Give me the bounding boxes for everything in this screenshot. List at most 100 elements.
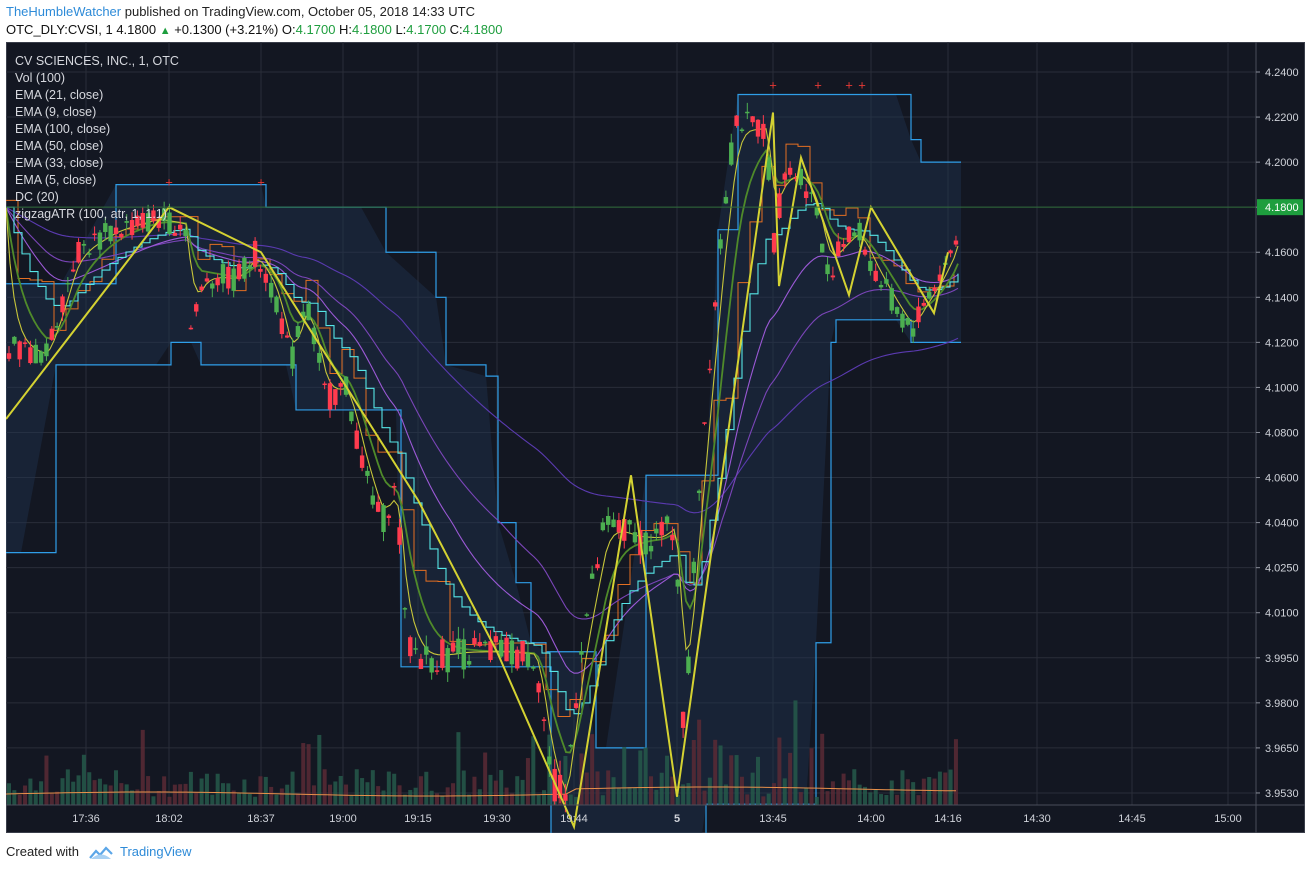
low-value: 4.1700 (406, 22, 447, 37)
legend-title[interactable]: CV SCIENCES, INC., 1, OTC (15, 54, 179, 68)
candle-body (290, 346, 295, 369)
volume-bar (590, 734, 595, 805)
volume-bar (504, 787, 509, 805)
legend-ema9[interactable]: EMA (9, close) (15, 105, 97, 119)
volume-bar (247, 793, 252, 805)
candle-body (948, 250, 953, 254)
candle-body (402, 608, 408, 610)
volume-bar (707, 777, 712, 805)
volume-bar (162, 776, 167, 805)
time-tick-label: 19:15 (404, 813, 432, 825)
volume-bar (493, 780, 498, 805)
price-tick-label: 4.2200 (1265, 112, 1299, 124)
candle-body (873, 270, 878, 281)
volume-bar (130, 790, 135, 805)
up-triangle-icon: ▲ (159, 25, 171, 37)
candle-body (927, 291, 932, 299)
candle-body (413, 648, 418, 650)
ema33-line (6, 206, 959, 674)
last-price-label: 4.1800 (1265, 202, 1299, 214)
volume-bar (338, 775, 343, 805)
candle-body (194, 304, 199, 312)
candle-body (862, 249, 868, 255)
zigzag-line (6, 112, 949, 831)
candle-body (295, 326, 301, 337)
volume-bar (397, 785, 402, 805)
candle-body (440, 639, 445, 668)
tradingview-link[interactable]: TradingView (120, 844, 192, 859)
candle-body (145, 213, 151, 232)
volume-bar (643, 747, 648, 805)
volume-bar (756, 756, 760, 805)
candle-body (482, 641, 488, 644)
candle-body (354, 430, 359, 449)
candle-body (258, 269, 263, 272)
candle-body (515, 649, 520, 669)
candle-body (525, 653, 531, 667)
legend-ema50[interactable]: EMA (50, close) (15, 139, 104, 153)
last-value: 4.1800 (116, 22, 157, 37)
legend-ema5[interactable]: EMA (5, close) (15, 173, 97, 187)
volume-bar (44, 755, 49, 805)
volume-bar (702, 790, 707, 805)
volume-bar (761, 796, 766, 805)
volume-bar (33, 790, 38, 805)
volume-bar (777, 737, 782, 805)
candle-body (49, 328, 54, 340)
candle-body (820, 243, 825, 253)
candle-body (509, 640, 515, 665)
volume-bar (943, 772, 948, 805)
candle-body (696, 490, 702, 494)
volume-bar (723, 784, 728, 805)
author-link[interactable]: TheHumbleWatcher (6, 4, 122, 19)
volume-bar (151, 796, 156, 805)
legend-volume[interactable]: Vol (100) (15, 71, 66, 85)
volume-bar (119, 783, 124, 805)
price-tick-label: 3.9800 (1265, 698, 1299, 710)
candle-body (236, 263, 242, 280)
volume-bar (745, 794, 750, 805)
volume-bar (622, 747, 627, 805)
volume-bar (857, 784, 862, 805)
price-chart[interactable]: + + + + + +4.2400 4.2200 4.2000 4.1800 4.1600 4.14… (6, 42, 1305, 833)
candle-body (889, 288, 894, 311)
volume-bar (937, 771, 942, 805)
time-tick-label: 13:45 (759, 813, 787, 825)
high-value: 4.1800 (352, 22, 392, 37)
legend-ema33[interactable]: EMA (33, close) (15, 156, 104, 170)
candle-body (113, 227, 119, 235)
volume-bar (927, 777, 932, 805)
candle-body (739, 129, 745, 131)
volume-bar (418, 776, 423, 805)
volume-bar (285, 784, 290, 805)
candle-body (953, 240, 959, 245)
chart-panel[interactable] (6, 42, 1305, 833)
candle-body (375, 501, 381, 512)
volume-bar (237, 793, 242, 805)
volume-bar (295, 793, 300, 805)
volume-bar (953, 739, 958, 805)
volume-bar (178, 784, 183, 805)
candle-body (894, 307, 900, 314)
volume-bar (574, 796, 579, 805)
volume-bar (830, 781, 835, 805)
candle-body (595, 564, 600, 569)
time-tick-label: 19:44 (560, 813, 588, 825)
volume-bar (563, 755, 568, 805)
legend-dc[interactable]: DC (20) (15, 190, 59, 204)
candle-body (231, 268, 236, 291)
volume-bar (424, 771, 429, 805)
volume-bar (863, 786, 867, 805)
legend-ema21[interactable]: EMA (21, close) (15, 88, 104, 102)
candle-body (424, 646, 429, 655)
candle-body (178, 224, 183, 230)
time-tick-label: 5 (674, 813, 680, 825)
candle-body (584, 614, 589, 616)
volume-bar (12, 790, 17, 805)
legend-ema100[interactable]: EMA (100, close) (15, 122, 111, 136)
legend-zigzag[interactable]: zigzagATR (100, atr, 1, 1.1) (15, 207, 167, 221)
candle-body (71, 269, 76, 272)
candle-body (33, 344, 38, 364)
candle-body (12, 336, 17, 344)
volume-bar (76, 775, 81, 805)
